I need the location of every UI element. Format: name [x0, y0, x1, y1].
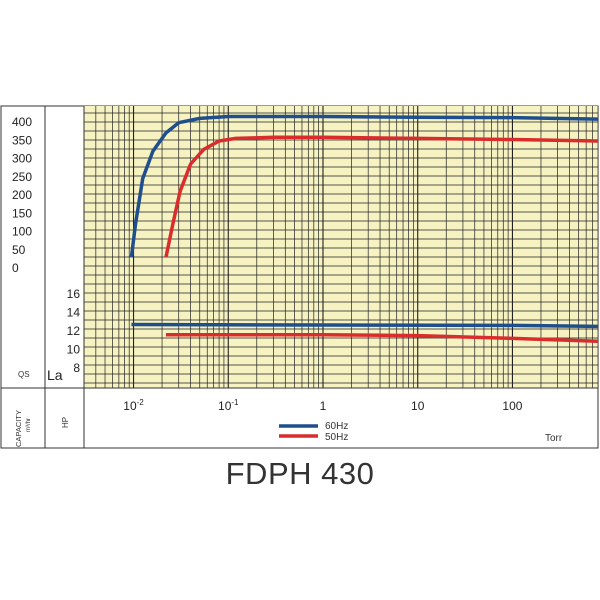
capacity-tick-label: 200: [12, 188, 32, 202]
capacity-tick-label: 350: [12, 133, 32, 147]
capacity-title: CAPACITY: [14, 410, 23, 447]
legend-label-50hz: 50Hz: [325, 432, 348, 443]
power-curve-50hz: [166, 332, 599, 343]
capacity-tick-label: 300: [12, 152, 32, 166]
capacity-tick-label: 0: [12, 261, 19, 275]
x-tick-label: 100: [502, 399, 522, 413]
plot-background: [84, 106, 598, 388]
x-unit-label: Torr: [545, 433, 563, 444]
capacity-axis-label: QS: [18, 370, 30, 379]
power-tick-label: 12: [67, 324, 81, 338]
power-tick-label: 16: [67, 287, 81, 301]
power-tick-label: 10: [67, 343, 81, 357]
x-tick-label: 10: [411, 399, 425, 413]
legend: 60Hz 50Hz: [279, 421, 348, 443]
capacity-tick-label: 250: [12, 170, 32, 184]
x-axis: 10-2 10-1 1 10 100: [123, 398, 522, 413]
x-tick-label: 1: [320, 399, 327, 413]
power-curve-60hz: [131, 322, 599, 329]
power-axis: 16 14 12 10 8: [67, 287, 81, 375]
capacity-axis: 400 350 300 250 200 150 100 50 0: [12, 115, 32, 275]
chart-title: FDPH 430: [225, 456, 375, 491]
capacity-tick-label: 50: [12, 243, 26, 257]
capacity-curve-50hz: [164, 135, 599, 258]
capacity-tick-label: 150: [12, 206, 32, 220]
power-axis-label: La: [47, 367, 63, 383]
hp-label: HP: [61, 417, 70, 428]
power-tick-label: 8: [73, 361, 80, 375]
power-tick-label: 14: [67, 306, 81, 320]
series-layer: [129, 114, 599, 343]
capacity-tick-label: 100: [12, 225, 32, 239]
x-tick-label: 10-1: [218, 398, 239, 413]
legend-label-60hz: 60Hz: [325, 421, 348, 432]
x-tick-label: 10-2: [123, 398, 144, 413]
capacity-curve-60hz: [129, 114, 599, 258]
capacity-unit: m³/hr: [26, 418, 32, 432]
capacity-tick-label: 400: [12, 115, 32, 129]
